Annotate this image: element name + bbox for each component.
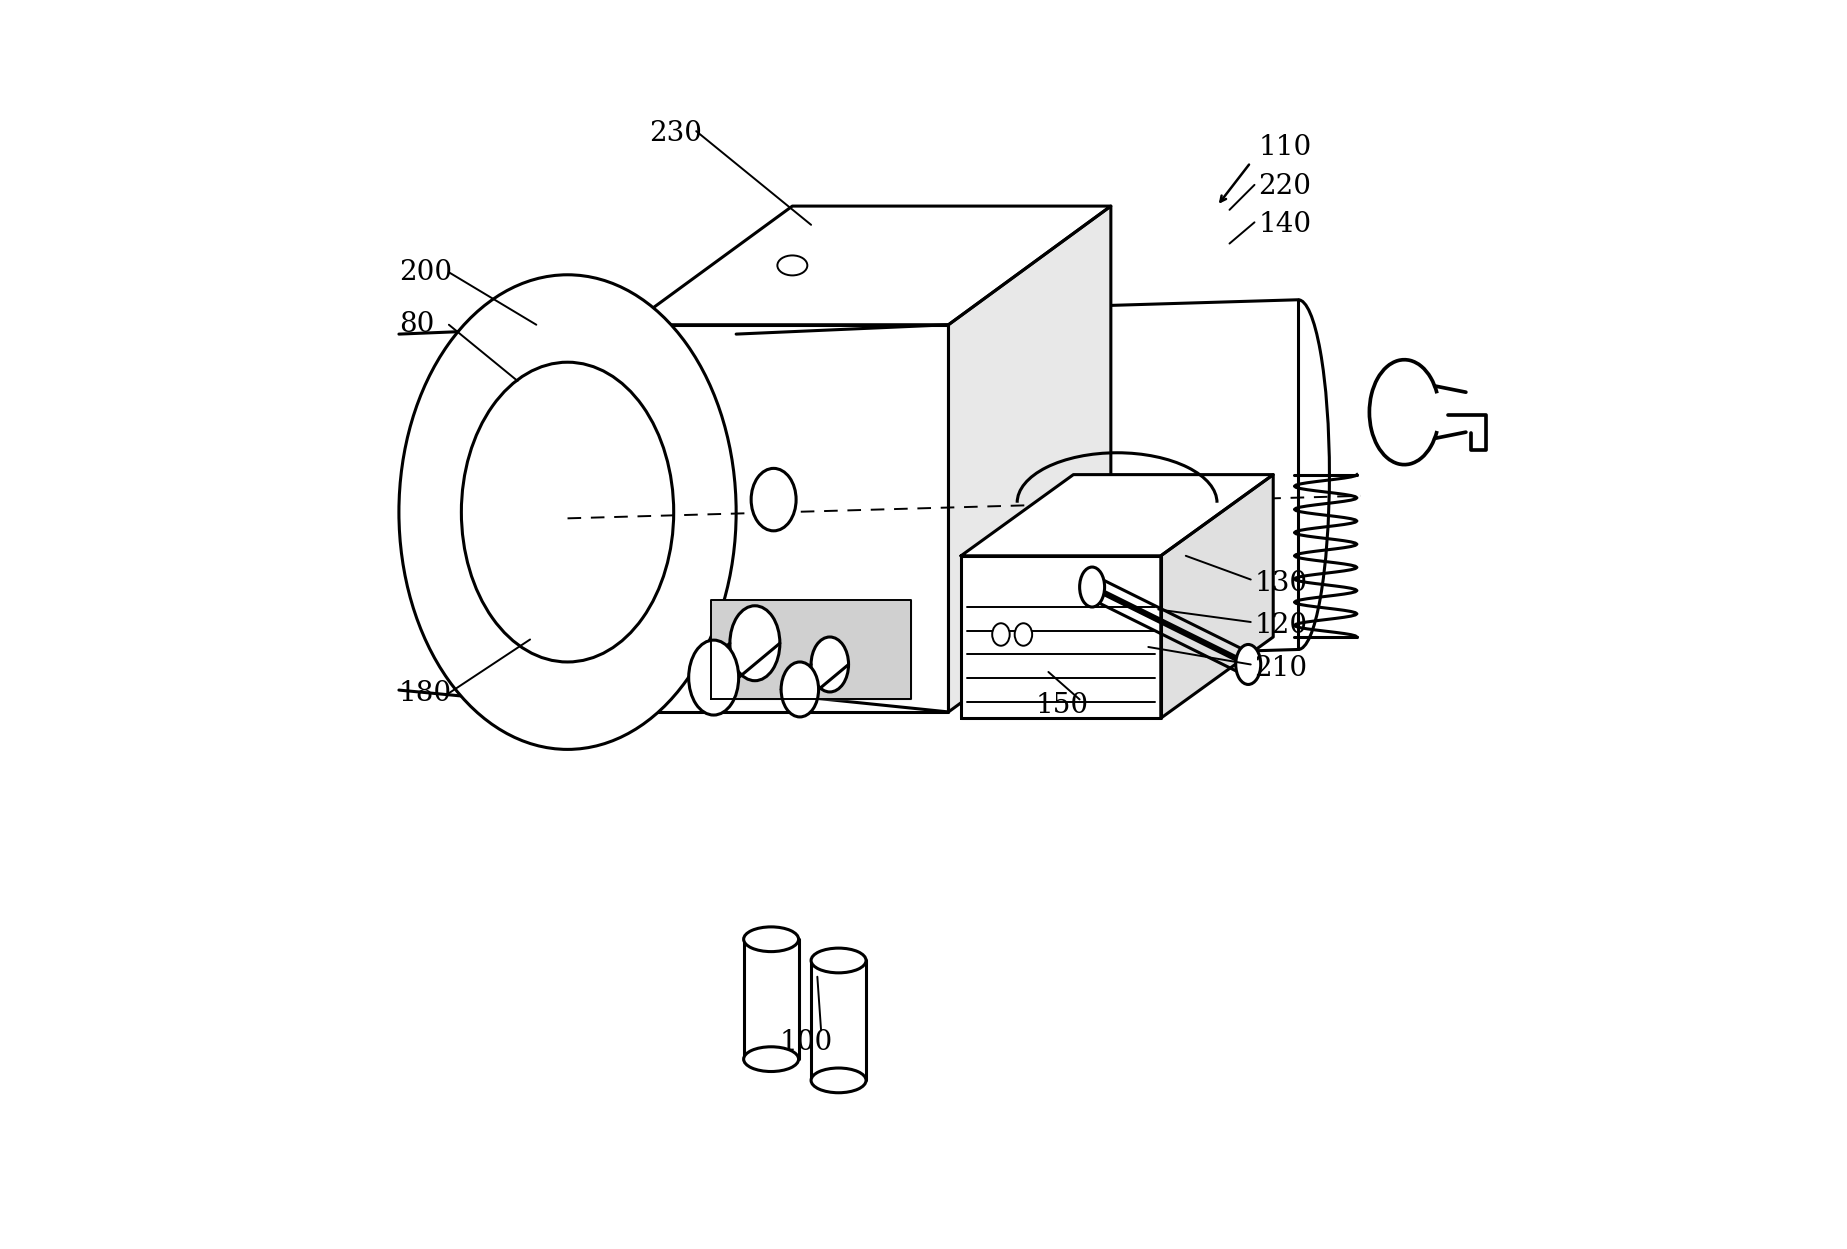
Text: 210: 210 [1254, 654, 1308, 682]
Polygon shape [711, 600, 911, 699]
Ellipse shape [1014, 623, 1032, 646]
Polygon shape [960, 556, 1160, 718]
Text: 110: 110 [1258, 134, 1311, 161]
Ellipse shape [778, 256, 807, 276]
Ellipse shape [744, 927, 798, 952]
Text: 220: 220 [1258, 172, 1311, 200]
Text: 150: 150 [1036, 692, 1090, 719]
Ellipse shape [781, 662, 818, 717]
Ellipse shape [811, 1068, 866, 1093]
Ellipse shape [992, 623, 1010, 646]
Polygon shape [1160, 475, 1273, 718]
Ellipse shape [811, 637, 848, 692]
Ellipse shape [1236, 644, 1262, 684]
Ellipse shape [689, 641, 739, 716]
Text: 80: 80 [399, 311, 434, 338]
Polygon shape [811, 960, 866, 1080]
Ellipse shape [399, 275, 737, 749]
Ellipse shape [811, 948, 866, 973]
Ellipse shape [744, 1047, 798, 1072]
Polygon shape [630, 206, 1110, 325]
Ellipse shape [462, 362, 674, 662]
Polygon shape [744, 939, 798, 1059]
Ellipse shape [1080, 567, 1105, 607]
Text: 130: 130 [1254, 570, 1308, 597]
Polygon shape [949, 206, 1110, 712]
Text: 120: 120 [1254, 612, 1308, 639]
Text: 180: 180 [399, 679, 453, 707]
Text: 140: 140 [1258, 211, 1311, 239]
Polygon shape [960, 475, 1273, 556]
Ellipse shape [752, 468, 796, 531]
Text: 230: 230 [648, 120, 702, 147]
Text: 200: 200 [399, 259, 453, 286]
Polygon shape [630, 325, 949, 712]
Text: 100: 100 [779, 1029, 833, 1057]
Ellipse shape [730, 606, 779, 681]
